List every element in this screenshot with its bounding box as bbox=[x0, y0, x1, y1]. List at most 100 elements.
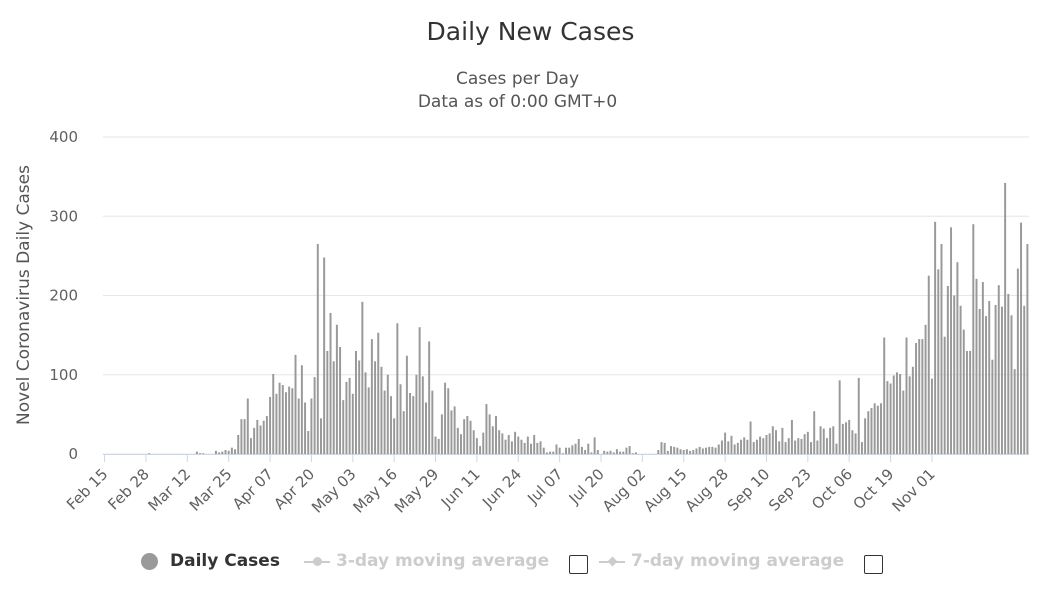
bar[interactable] bbox=[921, 339, 924, 454]
bar[interactable] bbox=[345, 381, 348, 454]
bar[interactable] bbox=[377, 332, 380, 454]
bar[interactable] bbox=[705, 447, 707, 454]
bar[interactable] bbox=[501, 433, 504, 454]
bar[interactable] bbox=[526, 436, 529, 454]
bar[interactable] bbox=[822, 428, 825, 454]
bar[interactable] bbox=[224, 450, 227, 454]
bar[interactable] bbox=[975, 278, 978, 454]
bar[interactable] bbox=[297, 398, 300, 454]
bar[interactable] bbox=[479, 446, 482, 454]
bar[interactable] bbox=[300, 365, 303, 454]
bar[interactable] bbox=[342, 400, 345, 454]
bar[interactable] bbox=[281, 385, 284, 454]
bar[interactable] bbox=[568, 447, 571, 454]
bar[interactable] bbox=[460, 434, 462, 454]
bar[interactable] bbox=[727, 441, 730, 454]
bar[interactable] bbox=[370, 339, 373, 454]
bar[interactable] bbox=[848, 419, 851, 454]
bar[interactable] bbox=[752, 442, 755, 454]
bar[interactable] bbox=[491, 426, 494, 454]
bar[interactable] bbox=[685, 449, 688, 454]
bar[interactable] bbox=[991, 359, 994, 454]
bar[interactable] bbox=[348, 377, 351, 454]
bar[interactable] bbox=[838, 380, 841, 454]
bar[interactable] bbox=[740, 439, 742, 454]
bar[interactable] bbox=[759, 436, 762, 454]
bar[interactable] bbox=[351, 393, 354, 454]
bar[interactable] bbox=[418, 327, 421, 454]
bar[interactable] bbox=[943, 336, 946, 454]
bar[interactable] bbox=[625, 447, 628, 454]
bar[interactable] bbox=[148, 453, 151, 454]
bar[interactable] bbox=[593, 437, 596, 454]
bar[interactable] bbox=[517, 436, 520, 454]
bar[interactable] bbox=[628, 446, 631, 454]
bar[interactable] bbox=[905, 337, 908, 455]
bar[interactable] bbox=[425, 402, 427, 454]
bar[interactable] bbox=[577, 438, 580, 454]
bar[interactable] bbox=[988, 301, 991, 454]
bar[interactable] bbox=[915, 343, 918, 454]
bar[interactable] bbox=[523, 442, 526, 454]
bar[interactable] bbox=[918, 339, 921, 454]
bar[interactable] bbox=[794, 440, 797, 454]
bar[interactable] bbox=[530, 443, 532, 454]
bar[interactable] bbox=[810, 442, 813, 454]
bar[interactable] bbox=[536, 442, 539, 454]
bar[interactable] bbox=[463, 419, 466, 454]
bar[interactable] bbox=[440, 414, 443, 455]
bar[interactable] bbox=[886, 381, 889, 454]
bar[interactable] bbox=[542, 447, 545, 454]
bar[interactable] bbox=[456, 427, 459, 454]
bar[interactable] bbox=[775, 430, 777, 454]
bar[interactable] bbox=[482, 432, 485, 454]
bar[interactable] bbox=[396, 323, 399, 454]
bar[interactable] bbox=[825, 438, 828, 454]
bar[interactable] bbox=[816, 440, 819, 454]
bar[interactable] bbox=[946, 285, 949, 454]
bar[interactable] bbox=[587, 443, 590, 454]
bar[interactable] bbox=[937, 269, 940, 454]
bar[interactable] bbox=[692, 450, 695, 454]
bar[interactable] bbox=[695, 448, 698, 454]
bar[interactable] bbox=[339, 347, 342, 454]
bar[interactable] bbox=[472, 430, 475, 454]
bar[interactable] bbox=[765, 434, 768, 454]
bar[interactable] bbox=[698, 446, 701, 454]
bar[interactable] bbox=[679, 449, 682, 454]
bar[interactable] bbox=[1000, 306, 1003, 454]
bar[interactable] bbox=[278, 382, 281, 454]
bar[interactable] bbox=[218, 452, 221, 454]
bar[interactable] bbox=[291, 388, 294, 454]
bar[interactable] bbox=[612, 452, 615, 454]
7day-average-checkbox[interactable] bbox=[864, 555, 883, 574]
bar[interactable] bbox=[841, 423, 844, 454]
bar[interactable] bbox=[972, 224, 975, 454]
bar[interactable] bbox=[635, 452, 637, 454]
bar[interactable] bbox=[899, 373, 902, 454]
bar[interactable] bbox=[402, 411, 405, 454]
bar[interactable] bbox=[733, 444, 736, 454]
bar[interactable] bbox=[981, 282, 984, 454]
bar[interactable] bbox=[689, 450, 692, 454]
bar[interactable] bbox=[361, 301, 364, 454]
bar[interactable] bbox=[953, 295, 956, 455]
bar[interactable] bbox=[714, 447, 717, 454]
bar[interactable] bbox=[781, 427, 784, 454]
bar[interactable] bbox=[294, 354, 297, 454]
bar[interactable] bbox=[380, 366, 383, 454]
bar[interactable] bbox=[985, 316, 988, 454]
bar[interactable] bbox=[832, 426, 835, 454]
bar[interactable] bbox=[558, 447, 561, 454]
bar[interactable] bbox=[864, 418, 867, 454]
bar[interactable] bbox=[319, 418, 322, 454]
bar[interactable] bbox=[256, 419, 259, 454]
bar[interactable] bbox=[803, 434, 806, 454]
bar[interactable] bbox=[1026, 243, 1029, 454]
bar[interactable] bbox=[533, 434, 536, 454]
bar[interactable] bbox=[717, 444, 720, 454]
bar[interactable] bbox=[711, 446, 714, 454]
bar[interactable] bbox=[313, 377, 316, 454]
bar[interactable] bbox=[574, 443, 577, 454]
bar[interactable] bbox=[354, 350, 357, 454]
